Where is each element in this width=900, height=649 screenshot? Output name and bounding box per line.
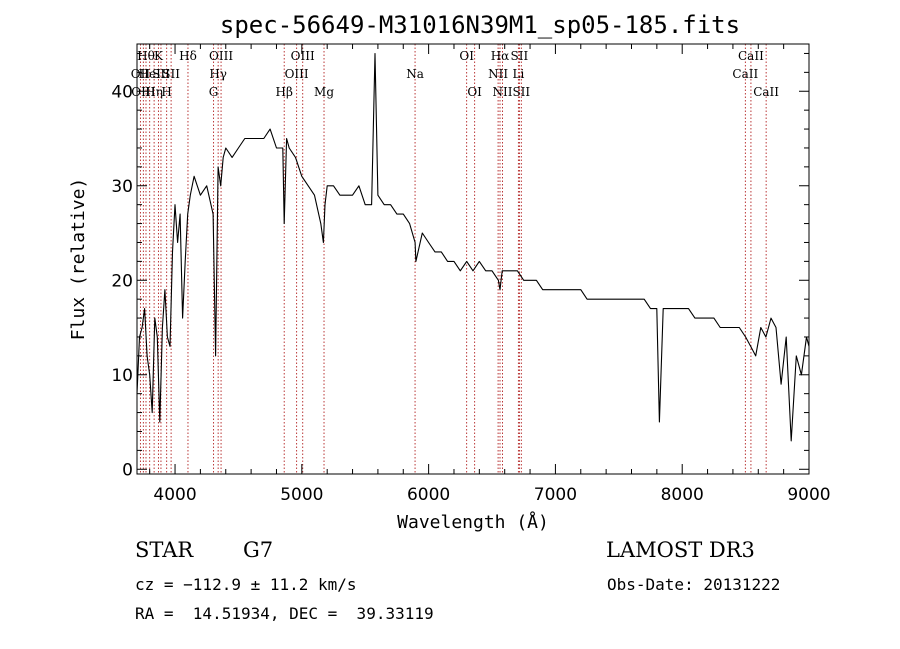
emission-line-label-3: HeI: [139, 67, 162, 81]
emission-line-label-19: OI: [467, 85, 482, 99]
survey-name: LAMOST DR3: [606, 538, 755, 562]
emission-line-label-10: G: [209, 85, 219, 99]
y-axis-ticks: 0 10 20 30 40: [111, 52, 809, 480]
emission-line-label-22: NII: [493, 85, 513, 99]
emission-line-label-2: Hθ: [137, 49, 155, 63]
y-tick-label: 40: [111, 82, 133, 102]
emission-line-label-26: CaII: [732, 67, 758, 81]
x-tick-label: 6000: [407, 485, 450, 505]
y-axis-label: Flux (relative): [68, 178, 89, 341]
emission-line-label-8: SII: [162, 67, 180, 81]
x-axis-label: Wavelength (Å): [397, 511, 549, 533]
object-subclass: G7: [243, 538, 274, 562]
emission-line-markers: [139, 44, 767, 474]
emission-line-label-23: Li: [512, 67, 524, 81]
emission-line-label-14: OIII: [285, 67, 309, 81]
emission-line-label-5: K: [154, 49, 164, 63]
x-tick-label: 8000: [661, 485, 704, 505]
emission-line-label-25: SII: [512, 85, 530, 99]
sky-coordinates: RA = 14.51934, DEC = 39.33119: [135, 604, 434, 623]
emission-line-label-0: OII: [131, 67, 151, 81]
x-tick-label: 9000: [787, 485, 830, 505]
emission-line-label-21: Hα: [491, 49, 510, 63]
x-tick-label: 5000: [280, 485, 323, 505]
emission-line-label-15: OIII: [291, 49, 315, 63]
emission-line-label-24: SII: [511, 49, 529, 63]
y-tick-label: 10: [111, 366, 133, 386]
radial-velocity: cz = −112.9 ± 11.2 km/s: [135, 575, 357, 594]
emission-line-label-4: Hη: [145, 85, 163, 99]
emission-line-label-12: OIII: [209, 49, 233, 63]
emission-line-label-13: Hβ: [276, 85, 293, 99]
spectrum-line: [136, 52, 810, 442]
observation-date: Obs-Date: 20131222: [607, 575, 781, 594]
plot-frame: [136, 43, 810, 475]
emission-line-label-7: H: [161, 85, 171, 99]
y-tick-label: 30: [111, 177, 133, 197]
emission-line-label-17: Na: [406, 67, 424, 81]
emission-line-label-20: NII: [488, 67, 508, 81]
x-tick-label: 4000: [153, 485, 196, 505]
y-tick-label: 20: [111, 271, 133, 291]
x-axis-ticks: 4000 5000 6000 7000 8000 9000: [149, 44, 831, 505]
x-tick-label: 7000: [534, 485, 577, 505]
y-tick-label: 0: [122, 460, 133, 480]
emission-line-label-18: OI: [459, 49, 474, 63]
chart-title: spec-56649-M31016N39M1_sp05-185.fits: [220, 11, 740, 39]
emission-line-labels: OIIOIIIHθHeIHηKSIIHSIIHδGHγOIIIHβOIIIOII…: [131, 49, 780, 99]
object-class: STAR: [135, 538, 194, 562]
emission-line-label-11: Hγ: [209, 67, 227, 81]
emission-line-label-9: Hδ: [179, 49, 197, 63]
emission-line-label-27: CaII: [738, 49, 764, 63]
emission-line-label-6: SII: [152, 67, 170, 81]
emission-line-label-16: Mg: [314, 85, 334, 99]
emission-line-label-28: CaII: [753, 85, 779, 99]
